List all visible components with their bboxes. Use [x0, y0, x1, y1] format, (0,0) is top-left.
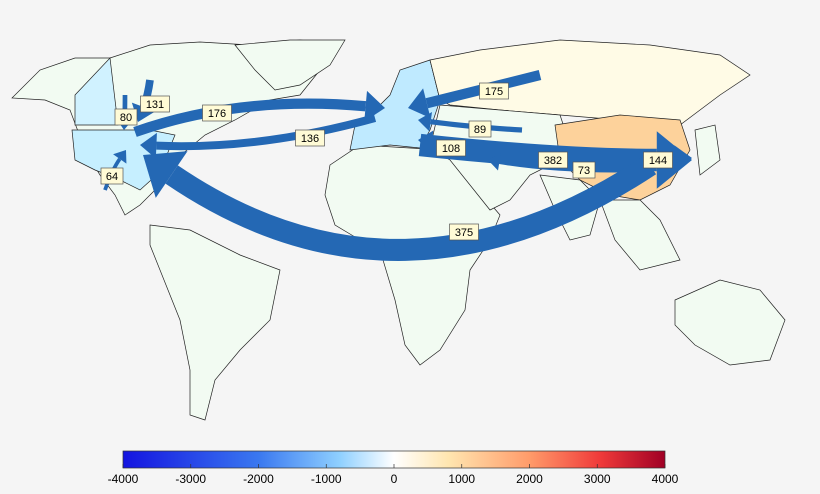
flow-label-box: [468, 120, 492, 138]
flow-arrowhead: [418, 112, 432, 132]
colorbar-tick-label: -4000: [108, 472, 139, 486]
flow-label: 176: [208, 108, 226, 120]
flow-arrow: [156, 114, 377, 151]
flows: 131 80 176 136 64 175 89 108 382 73 144 375: [100, 70, 692, 261]
south-america: [149, 224, 281, 421]
flow-arrowhead: [488, 153, 501, 171]
flow-label-box: [202, 104, 232, 122]
flow-label: 382: [544, 155, 562, 167]
flow-label-box: [100, 167, 124, 185]
flow-label-box: [479, 82, 509, 100]
flow-label: 375: [455, 227, 473, 239]
flow-arrowhead: [364, 90, 385, 122]
flow-label-box: [114, 108, 138, 126]
flow-arrow: [165, 155, 657, 261]
southeast-asia: [599, 199, 681, 271]
flow-label: 80: [120, 112, 132, 124]
flow-arrowhead: [140, 132, 157, 159]
flow-arrowhead: [143, 151, 188, 198]
flow-label-box: [140, 95, 170, 113]
flow-label: 64: [106, 171, 118, 183]
flow-arrow: [133, 98, 367, 137]
colorbar-tick-label: -1000: [311, 472, 342, 486]
flow-label: 144: [649, 155, 667, 167]
colorbar-tick-label: -2000: [243, 472, 274, 486]
flow-label: 136: [301, 133, 319, 145]
land: [11, 39, 786, 421]
colorbar-tick-label: 2000: [516, 472, 543, 486]
flow-arrowhead: [674, 145, 692, 172]
flow-label: 131: [146, 99, 164, 111]
flow-label-box: [449, 223, 479, 241]
russia: [429, 39, 751, 126]
flow-arrowhead: [113, 150, 127, 164]
flow-label-box: [538, 151, 568, 169]
flow-label: 73: [578, 165, 590, 177]
colorbar-tick-label: 3000: [584, 472, 611, 486]
flow-label-box: [436, 139, 466, 157]
japan: [694, 124, 721, 176]
flow-label-box: [572, 161, 596, 179]
greenland: [234, 39, 346, 91]
flow-label-box: [643, 151, 673, 169]
flow-label: 108: [442, 143, 460, 155]
colorbar-tick-label: 4000: [652, 472, 679, 486]
flow-label-box: [295, 129, 325, 147]
australia: [674, 279, 786, 366]
colorbar-ticks: -4000 -3000 -2000 -1000 0 1000 2000 3000 4000: [108, 464, 679, 486]
flow-arrowhead: [408, 88, 431, 119]
flow-label: 175: [485, 86, 503, 98]
flow-label: 89: [474, 124, 486, 136]
colorbar-tick-label: 0: [391, 472, 398, 486]
colorbar-tick-label: -3000: [175, 472, 206, 486]
colorbar-tick-label: 1000: [448, 472, 475, 486]
